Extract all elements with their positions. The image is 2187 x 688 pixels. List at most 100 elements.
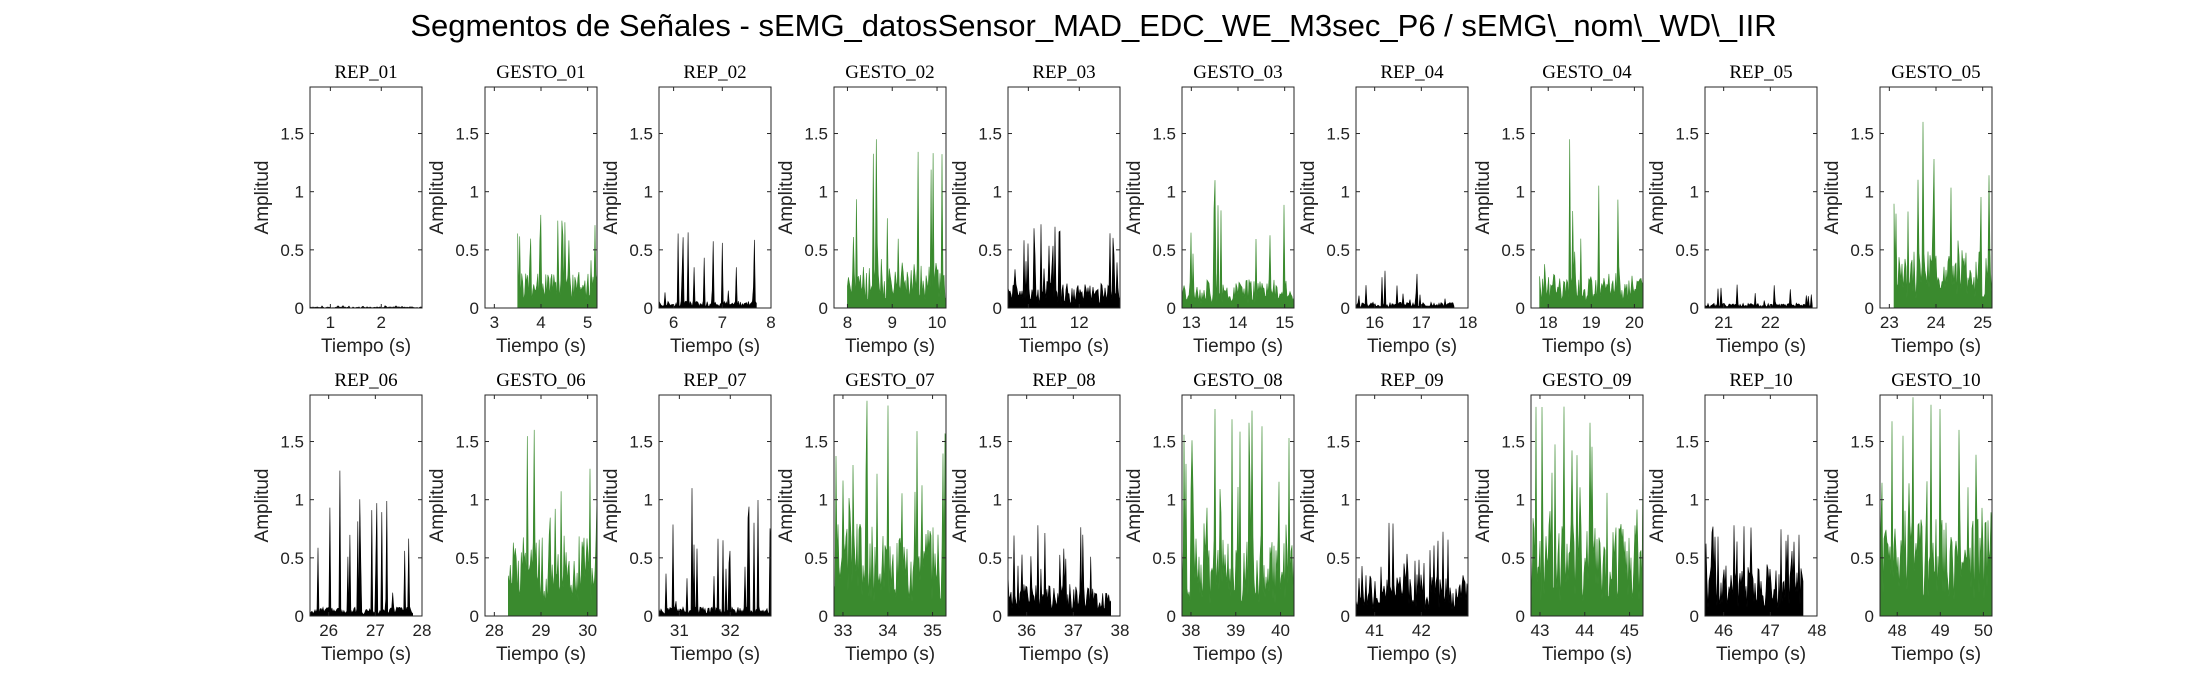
x-tick-label: 36 bbox=[1017, 621, 1036, 640]
x-tick-label: 30 bbox=[578, 621, 597, 640]
subplot-title: REP_03 bbox=[1032, 62, 1095, 83]
axes-box bbox=[1007, 394, 1121, 617]
y-axis-label: Amplitud bbox=[776, 469, 797, 543]
y-tick-label: 0.5 bbox=[804, 549, 828, 568]
y-tick-label: 1 bbox=[993, 491, 1002, 510]
x-tick-label: 42 bbox=[1412, 621, 1431, 640]
y-tick-label: 0.5 bbox=[1326, 549, 1350, 568]
x-tick-label: 16 bbox=[1365, 313, 1384, 332]
subplot-rep-07: 0 0.5 1 1.5 31 32 REP_07 Tiempo (s) Amplitud bbox=[601, 370, 772, 665]
subplot-rep-02: 0 0.5 1 1.5 6 7 8 REP_02 Tiempo (s) Amplitud bbox=[601, 62, 776, 357]
y-axis-label: Amplitud bbox=[601, 161, 622, 235]
x-axis-label: Tiempo (s) bbox=[1019, 336, 1109, 357]
x-tick-label: 47 bbox=[1761, 621, 1780, 640]
axes-box bbox=[1181, 394, 1295, 617]
y-tick-label: 1.5 bbox=[1326, 125, 1350, 144]
x-tick-label: 28 bbox=[485, 621, 504, 640]
subplot-rep-08: 0 0.5 1 1.5 36 37 38 REP_08 Tiempo (s) Amplitud bbox=[950, 370, 1129, 665]
axes-box bbox=[1007, 86, 1121, 309]
x-tick-label: 31 bbox=[670, 621, 689, 640]
y-tick-label: 0 bbox=[470, 299, 479, 318]
signal-trace bbox=[1704, 284, 1813, 309]
x-tick-label: 9 bbox=[888, 313, 897, 332]
axes-box bbox=[1530, 394, 1644, 617]
y-tick-label: 1.5 bbox=[1152, 125, 1176, 144]
signal-trace bbox=[1893, 121, 1993, 309]
x-tick-label: 33 bbox=[833, 621, 852, 640]
x-axis-label: Tiempo (s) bbox=[1716, 644, 1806, 665]
x-tick-label: 24 bbox=[1927, 313, 1946, 332]
y-tick-label: 0.5 bbox=[804, 241, 828, 260]
signal-trace bbox=[658, 488, 772, 617]
x-tick-label: 38 bbox=[1181, 621, 1200, 640]
x-tick-label: 26 bbox=[319, 621, 338, 640]
x-tick-label: 20 bbox=[1625, 313, 1644, 332]
x-axis-label: Tiempo (s) bbox=[1542, 336, 1632, 357]
axes-box bbox=[309, 86, 423, 309]
signal-trace bbox=[1007, 525, 1111, 617]
x-tick-label: 46 bbox=[1714, 621, 1733, 640]
y-axis-label: Amplitud bbox=[1647, 469, 1668, 543]
y-tick-label: 0 bbox=[1516, 299, 1525, 318]
y-tick-label: 1.5 bbox=[978, 125, 1002, 144]
y-tick-label: 1.5 bbox=[1850, 125, 1874, 144]
y-tick-label: 0.5 bbox=[629, 549, 653, 568]
y-tick-label: 0 bbox=[470, 607, 479, 626]
x-axis-label: Tiempo (s) bbox=[1542, 644, 1632, 665]
y-axis-label: Amplitud bbox=[1298, 161, 1319, 235]
subplot-title: REP_02 bbox=[683, 62, 746, 83]
x-tick-label: 22 bbox=[1761, 313, 1780, 332]
y-tick-label: 1.5 bbox=[455, 125, 479, 144]
y-tick-label: 1 bbox=[819, 183, 828, 202]
x-axis-label: Tiempo (s) bbox=[321, 644, 411, 665]
signal-trace bbox=[1181, 408, 1295, 617]
x-tick-label: 39 bbox=[1226, 621, 1245, 640]
x-tick-label: 45 bbox=[1620, 621, 1639, 640]
x-axis-label: Tiempo (s) bbox=[845, 644, 935, 665]
x-tick-label: 29 bbox=[532, 621, 551, 640]
y-tick-label: 0 bbox=[1690, 299, 1699, 318]
y-tick-label: 0.5 bbox=[1501, 549, 1525, 568]
y-tick-label: 0 bbox=[993, 299, 1002, 318]
axes-box bbox=[658, 394, 772, 617]
x-tick-label: 5 bbox=[583, 313, 592, 332]
y-tick-label: 0 bbox=[295, 299, 304, 318]
y-tick-label: 1 bbox=[1167, 183, 1176, 202]
axes-box bbox=[1530, 86, 1644, 309]
x-axis-label: Tiempo (s) bbox=[670, 644, 760, 665]
x-axis-label: Tiempo (s) bbox=[1367, 644, 1457, 665]
figure-title: Segmentos de Señales - sEMG_datosSensor_… bbox=[410, 8, 1777, 43]
signal-trace bbox=[1181, 180, 1295, 309]
subplot-title: REP_05 bbox=[1729, 62, 1792, 83]
y-axis-label: Amplitud bbox=[252, 469, 273, 543]
y-tick-label: 0 bbox=[1865, 299, 1874, 318]
y-tick-label: 1.5 bbox=[1675, 125, 1699, 144]
y-tick-label: 1.5 bbox=[1326, 433, 1350, 452]
y-tick-label: 1.5 bbox=[804, 433, 828, 452]
y-tick-label: 1 bbox=[644, 183, 653, 202]
y-tick-label: 1.5 bbox=[280, 125, 304, 144]
axes-box bbox=[1704, 86, 1818, 309]
x-tick-label: 49 bbox=[1931, 621, 1950, 640]
x-axis-label: Tiempo (s) bbox=[1193, 336, 1283, 357]
y-tick-label: 1.5 bbox=[978, 433, 1002, 452]
y-axis-label: Amplitud bbox=[1473, 469, 1494, 543]
y-tick-label: 1 bbox=[1341, 491, 1350, 510]
signal-trace bbox=[1539, 139, 1644, 309]
x-tick-label: 18 bbox=[1539, 313, 1558, 332]
x-tick-label: 10 bbox=[928, 313, 947, 332]
subplot-rep-10: 0 0.5 1 1.5 46 47 48 REP_10 Tiempo (s) Amplitud bbox=[1647, 370, 1826, 665]
y-tick-label: 0.5 bbox=[629, 241, 653, 260]
subplot-rep-01: 0 0.5 1 1.5 1 2 REP_01 Tiempo (s) Amplitud bbox=[252, 62, 423, 357]
x-tick-label: 48 bbox=[1888, 621, 1907, 640]
y-tick-label: 1 bbox=[993, 183, 1002, 202]
y-tick-label: 0 bbox=[644, 607, 653, 626]
y-tick-label: 1.5 bbox=[1675, 433, 1699, 452]
x-tick-label: 8 bbox=[766, 313, 775, 332]
x-axis-label: Tiempo (s) bbox=[1716, 336, 1806, 357]
y-axis-label: Amplitud bbox=[776, 161, 797, 235]
subplot-gesto-08: 0 0.5 1 1.5 38 39 40 GESTO_08 Tiempo (s) Amplitud bbox=[1124, 370, 1295, 665]
y-tick-label: 0 bbox=[1516, 607, 1525, 626]
subplot-gesto-05: 0 0.5 1 1.5 23 24 25 GESTO_05 Tiempo (s) Amplitud bbox=[1822, 62, 1993, 357]
y-tick-label: 1 bbox=[470, 491, 479, 510]
